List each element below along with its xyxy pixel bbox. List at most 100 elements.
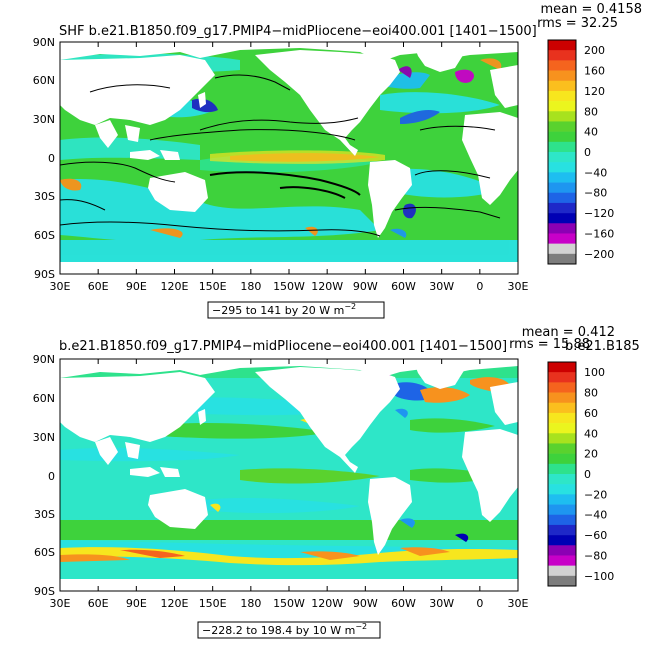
p1-lon-label-0: 30E: [50, 280, 71, 293]
p1-colorbar-label-3: 80: [584, 105, 598, 118]
p2-lon-label-12: 30E: [508, 597, 529, 610]
p1-colorbar-swatch-10: [548, 141, 576, 153]
p1-colorbar-swatch-5: [548, 90, 576, 102]
p2-lon-label-3: 120E: [161, 597, 189, 610]
p2-lat-0: 0: [48, 470, 55, 483]
p2-lon-label-6: 150W: [273, 597, 305, 610]
p2-colorbar-label-4: 20: [584, 448, 598, 461]
panel-2-range: −228.2 to 198.4 by 10 W m−2: [202, 622, 367, 637]
p1-colorbar-swatch-7: [548, 111, 576, 122]
p1-colorbar-label-2: 120: [584, 85, 605, 98]
p1-colorbar-label-9: −160: [584, 227, 614, 240]
p2-colorbar-swatch-17: [548, 535, 576, 546]
p1-colorbar-label-1: 160: [584, 65, 605, 78]
p2-lat-30s: 30S: [34, 508, 55, 521]
panel-2-colorbar: 100 80 60 40 20 0 −20 −40 −60 −80 −100: [547, 361, 614, 587]
p1-colorbar-swatch-17: [548, 213, 576, 224]
p1-lon-label-11: 0: [476, 280, 483, 293]
p1-lon-label-5: 180: [240, 280, 261, 293]
p1-colorbar-swatch-14: [548, 182, 576, 194]
p1-colorbar-swatch-6: [548, 101, 576, 112]
p2-lon-label-10: 30W: [429, 597, 454, 610]
p2-colorbar-label-6: −20: [584, 488, 607, 501]
p2-lon-label-1: 60E: [88, 597, 109, 610]
p2-colorbar-swatch-1: [548, 372, 576, 383]
p2-colorbar-swatch-21: [548, 575, 576, 587]
p1-colorbar-swatch-19: [548, 233, 576, 244]
p1-colorbar-swatch-8: [548, 121, 576, 132]
p2-lat-60s: 60S: [34, 546, 55, 559]
p2-colorbar-swatch-4: [548, 402, 576, 414]
p2-colorbar-swatch-6: [548, 423, 576, 434]
p2-colorbar-label-8: −60: [584, 529, 607, 542]
p1-lon-label-1: 60E: [88, 280, 109, 293]
p2-colorbar-swatch-11: [548, 474, 576, 485]
p1-colorbar-swatch-1: [548, 50, 576, 61]
p1-colorbar-label-0: 200: [584, 44, 605, 57]
p2-lon-label-7: 120W: [311, 597, 343, 610]
p2-colorbar-swatch-10: [548, 463, 576, 475]
panel-2-map: [60, 359, 518, 591]
p1-colorbar-label-6: −40: [584, 166, 607, 179]
panel-1-range-box: [207, 301, 385, 319]
p1-lon-label-6: 150W: [273, 280, 305, 293]
panel-1-colorbar: 200 160 120 80 40 0 −40 −80 −120 −160 −200: [547, 39, 614, 265]
p1-colorbar-swatch-21: [548, 253, 576, 265]
p1-lon-label-7: 120W: [311, 280, 343, 293]
panel-1-land: [60, 42, 518, 274]
p2-lat-30n: 30N: [33, 431, 55, 444]
panel-1-rms: rms = 32.25: [537, 16, 618, 31]
p2-colorbar-swatch-14: [548, 504, 576, 516]
p1-colorbar-swatch-20: [548, 243, 576, 255]
p1-lon-label-8: 90W: [353, 280, 378, 293]
p1-colorbar-label-4: 40: [584, 126, 598, 139]
p2-colorbar-swatch-20: [548, 565, 576, 577]
p2-colorbar-swatch-7: [548, 433, 576, 444]
panel-1-lat-axis: 90N 60N 30N 0 30S 60S 90S: [33, 36, 55, 281]
p2-lon-label-8: 90W: [353, 597, 378, 610]
p2-colorbar-swatch-16: [548, 524, 576, 536]
p1-colorbar-swatch-12: [548, 162, 576, 173]
p2-lon-label-0: 30E: [50, 597, 71, 610]
p2-colorbar-label-2: 60: [584, 407, 598, 420]
panel-2-title: b.e21.B1850.f09_g17.PMIP4−midPliocene−eo…: [59, 339, 507, 354]
p1-colorbar-swatch-13: [548, 172, 576, 183]
p2-lat-90n: 90N: [33, 353, 55, 366]
p1-lat-30n: 30N: [33, 113, 55, 126]
p1-lon-label-10: 30W: [429, 280, 454, 293]
p2-lat-60n: 60N: [33, 392, 55, 405]
p2-colorbar-label-10: −100: [584, 570, 614, 583]
p2-colorbar-swatch-8: [548, 443, 576, 454]
p1-lat-90s: 90S: [34, 268, 55, 281]
p2-colorbar-label-9: −80: [584, 549, 607, 562]
p1-colorbar-swatch-15: [548, 192, 576, 204]
p2-colorbar-label-5: 0: [584, 468, 591, 481]
p1-colorbar-swatch-16: [548, 202, 576, 214]
p1-colorbar-label-7: −80: [584, 187, 607, 200]
panel-1-title: SHF b.e21.B1850.f09_g17.PMIP4−midPliocen…: [59, 24, 537, 39]
p2-colorbar-swatch-12: [548, 484, 576, 495]
p1-colorbar-label-10: −200: [584, 248, 614, 261]
p1-lat-0: 0: [48, 152, 55, 165]
p2-colorbar-frame: [547, 361, 577, 587]
p1-lon-label-3: 120E: [161, 280, 189, 293]
p1-colorbar-swatch-4: [548, 80, 576, 92]
p1-lat-60n: 60N: [33, 74, 55, 87]
panel-2-lat-axis: 90N 60N 30N 0 30S 60S 90S: [33, 353, 55, 598]
p1-colorbar-swatch-0: [548, 40, 576, 51]
p2-colorbar-swatch-18: [548, 545, 576, 556]
p2-colorbar-swatch-19: [548, 555, 576, 566]
p1-lat-60s: 60S: [34, 229, 55, 242]
p2-colorbar-swatch-2: [548, 382, 576, 393]
p1-colorbar-frame: [547, 39, 577, 265]
p2-colorbar-label-0: 100: [584, 366, 605, 379]
p2-lon-label-4: 150E: [199, 597, 227, 610]
p2-lon-label-9: 60W: [391, 597, 416, 610]
p1-colorbar-swatch-11: [548, 152, 576, 163]
p1-colorbar-swatch-18: [548, 223, 576, 234]
p2-colorbar-label-1: 80: [584, 387, 598, 400]
p2-colorbar-swatch-15: [548, 514, 576, 526]
panel-2-lon-axis: 30E 60E 90E 120E 150E 180 150W 120W 90W 60W 30W 0 30…: [50, 359, 529, 610]
p2-colorbar-swatch-0: [548, 362, 576, 373]
p1-lat-90n: 90N: [33, 36, 55, 49]
